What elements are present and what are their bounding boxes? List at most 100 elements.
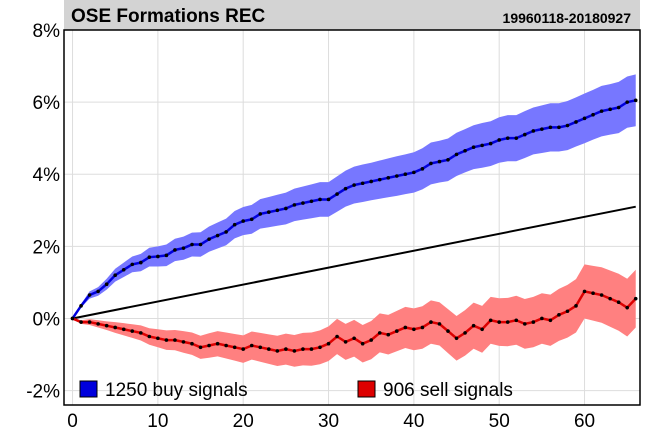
sell-data-point — [523, 322, 527, 326]
buy-data-point — [437, 159, 442, 164]
sell-data-point — [386, 332, 391, 337]
sell-data-point — [599, 293, 604, 297]
buy-data-point — [173, 248, 177, 252]
sell-data-point — [70, 316, 75, 321]
buy-data-point — [335, 192, 339, 196]
sell-data-point — [412, 327, 416, 332]
sell-data-point — [616, 300, 621, 305]
buy-data-point — [215, 233, 220, 238]
sell-data-point — [497, 320, 502, 324]
sell-data-point — [565, 309, 570, 314]
sell-data-point — [173, 338, 177, 342]
sell-data-point — [633, 296, 638, 301]
sell-data-point — [531, 320, 536, 324]
sell-data-point — [395, 329, 399, 333]
sell-data-point — [625, 305, 629, 310]
buy-data-point — [343, 186, 348, 191]
buy-data-point — [360, 181, 365, 186]
buy-data-point — [87, 293, 92, 297]
y-tick-label: 2% — [33, 237, 61, 258]
sell-data-point — [377, 331, 382, 335]
x-tick-label: 10 — [147, 411, 168, 431]
buy-data-point — [369, 179, 374, 184]
sell-data-point — [505, 320, 510, 324]
sell-data-point — [232, 345, 237, 350]
sell-data-point — [301, 347, 305, 351]
buy-data-point — [386, 176, 391, 180]
sell-data-point — [454, 336, 459, 341]
sell-data-point — [147, 334, 152, 339]
buy-data-point — [599, 109, 604, 113]
y-tick-label: 6% — [33, 93, 61, 114]
sell-data-point — [121, 327, 126, 332]
buy-data-point — [224, 230, 228, 234]
sell-data-point — [258, 345, 263, 350]
buy-data-point — [181, 246, 186, 250]
sell-data-point — [437, 322, 442, 326]
sell-data-point — [369, 338, 374, 342]
x-tick-label: 50 — [489, 411, 510, 431]
sell-data-point — [309, 347, 314, 351]
buy-data-point — [540, 127, 544, 131]
x-tick-label: 30 — [318, 411, 339, 431]
sell-data-point — [446, 329, 450, 333]
buy-data-point — [582, 116, 587, 121]
buy-data-point — [454, 152, 459, 157]
buy-data-point — [139, 260, 143, 265]
buy-data-point — [232, 222, 237, 227]
sell-data-point — [429, 320, 433, 324]
x-axis: 0 10 20 30 40 50 60 — [67, 411, 595, 431]
y-tick-label: 0% — [33, 309, 61, 330]
sell-data-point — [104, 323, 109, 328]
buy-data-point — [403, 172, 408, 177]
buy-data-point — [616, 105, 621, 110]
header-bar — [64, 0, 640, 30]
sell-data-point — [275, 349, 280, 353]
sell-data-point — [540, 316, 544, 321]
buy-data-point — [113, 273, 117, 277]
buy-data-point — [96, 289, 100, 294]
sell-data-point — [207, 343, 211, 348]
buy-data-point — [633, 98, 638, 103]
sell-data-point — [480, 327, 484, 332]
buy-data-point — [352, 183, 356, 187]
sell-data-point — [403, 325, 408, 330]
buy-data-point — [412, 170, 416, 175]
buy-data-point — [625, 100, 629, 104]
sell-data-point — [318, 345, 322, 350]
buy-data-point — [608, 107, 612, 112]
sell-confidence-band — [72, 264, 636, 367]
buy-data-point — [79, 304, 83, 308]
sell-data-point — [591, 291, 595, 296]
benchmark-line — [72, 205, 636, 320]
buy-data-point — [523, 132, 527, 137]
sell-data-point — [488, 318, 493, 323]
buy-data-point — [318, 197, 322, 202]
buy-data-point — [147, 255, 152, 259]
buy-data-point — [284, 206, 288, 211]
x-tick-label: 0 — [67, 411, 78, 431]
buy-data-point — [249, 217, 254, 222]
buy-data-point — [267, 210, 271, 214]
plot-area — [70, 74, 638, 367]
buy-data-point — [198, 242, 203, 247]
sell-data-point — [190, 341, 194, 346]
buy-data-point — [190, 242, 194, 247]
buy-data-point — [505, 136, 510, 140]
sell-data-point — [335, 334, 339, 339]
sell-data-point — [130, 329, 135, 333]
sell-data-point — [608, 296, 612, 301]
sell-data-point — [241, 347, 245, 351]
buy-data-point — [446, 158, 450, 162]
sell-data-point — [249, 343, 254, 348]
buy-data-point — [164, 253, 169, 258]
buy-data-point — [557, 125, 561, 130]
sell-data-point — [284, 347, 288, 351]
buy-data-point — [241, 219, 245, 223]
buy-data-point — [130, 262, 135, 267]
sell-data-point — [87, 320, 92, 324]
sell-data-point — [582, 289, 587, 294]
buy-data-point — [377, 177, 382, 182]
buy-data-point — [326, 197, 331, 202]
sell-data-point — [471, 323, 476, 328]
